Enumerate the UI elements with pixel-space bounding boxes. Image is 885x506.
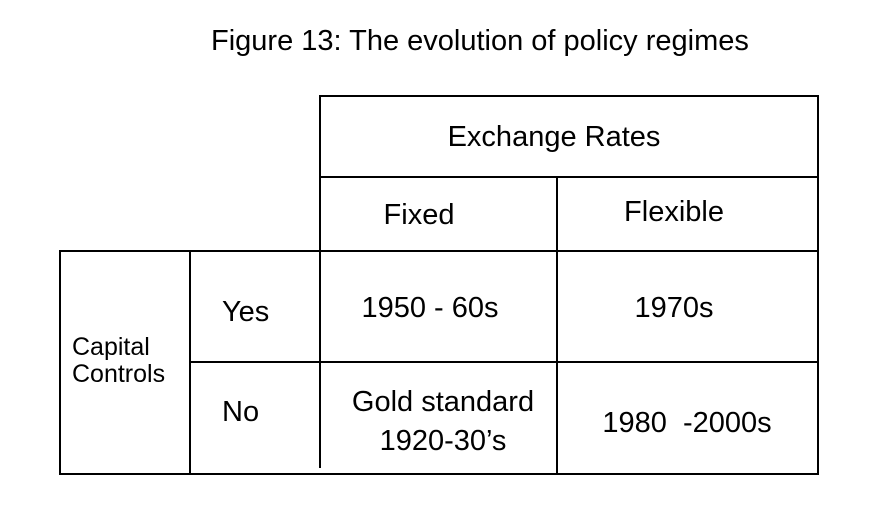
- right-border: [817, 95, 819, 475]
- exchange-rates-header: Exchange Rates: [447, 121, 661, 153]
- row-label-no: No: [222, 396, 260, 428]
- table-top-border: [319, 95, 819, 97]
- column-divider: [556, 176, 558, 475]
- cell-no-fixed-line1: Gold standard: [351, 386, 535, 418]
- row-label-yes: Yes: [222, 296, 270, 328]
- capital-controls-label-line1: Capital: [72, 333, 150, 361]
- fixed-column-header: Fixed: [383, 199, 455, 231]
- cell-yes-fixed: 1950 - 60s: [361, 292, 499, 324]
- cell-yes-flexible: 1970s: [634, 292, 714, 324]
- body-top-border: [59, 250, 819, 252]
- column-group-left-border: [319, 95, 321, 468]
- table-bottom-border: [59, 473, 819, 475]
- flexible-column-header: Flexible: [624, 196, 724, 228]
- left-border: [59, 250, 61, 475]
- header-divider: [319, 176, 819, 178]
- row-label-divider: [189, 250, 191, 475]
- cell-no-flexible: 1980 -2000s: [602, 407, 772, 439]
- cell-no-fixed-line2: 1920-30’s: [379, 425, 507, 457]
- row-divider: [189, 361, 819, 363]
- figure-title: Figure 13: The evolution of policy regim…: [211, 25, 749, 57]
- capital-controls-label-line2: Controls: [72, 360, 166, 388]
